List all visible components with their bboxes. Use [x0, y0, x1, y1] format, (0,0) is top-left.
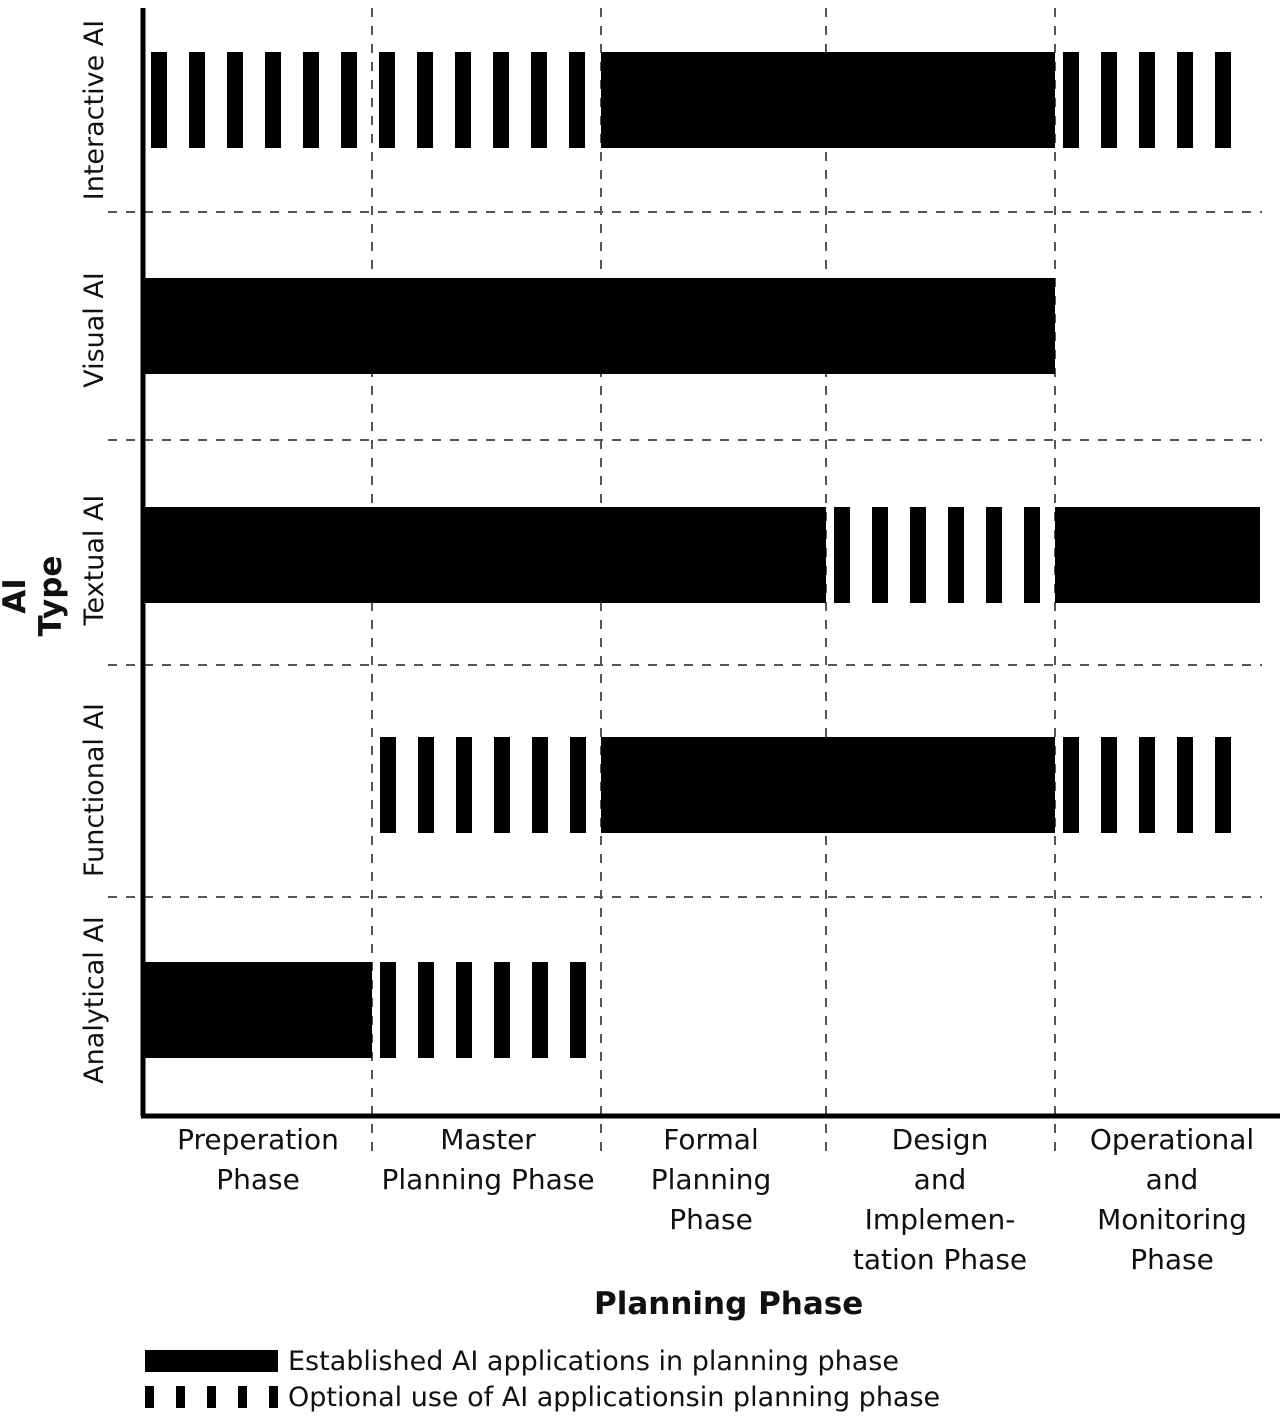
bar-optional-stripe-4-1-1	[418, 962, 434, 1058]
bar-optional-stripe-2-3-0	[834, 507, 850, 603]
bar-optional-stripe-2-3-1	[872, 507, 888, 603]
bar-established-3-2	[601, 737, 1055, 833]
legend-label-optional: Optional use of AI applicationsin planni…	[288, 1381, 941, 1413]
bar-optional-stripe-3-4-1	[1101, 737, 1117, 833]
bar-optional-stripe-0-4-2	[1139, 52, 1155, 148]
bar-optional-stripe-2-3-5	[1024, 507, 1040, 603]
row-label-4: Analytical AI	[79, 916, 110, 1084]
bar-optional-stripe-3-4-3	[1177, 737, 1193, 833]
bar-optional-stripe-0-0-8	[455, 52, 471, 148]
bar-optional-stripe-3-1-3	[494, 737, 510, 833]
bar-optional-stripe-2-3-2	[910, 507, 926, 603]
bar-established-2-4	[1055, 507, 1260, 603]
bar-optional-stripe-4-1-3	[494, 962, 510, 1058]
axes	[140, 8, 1280, 1119]
bar-optional-stripe-0-0-2	[227, 52, 243, 148]
bar-optional-stripe-0-0-4	[303, 52, 319, 148]
phase-label-0: Preperation Phase	[177, 1123, 339, 1196]
row-label-3: Functional AI	[79, 703, 110, 877]
bar-optional-stripe-4-1-5	[570, 962, 586, 1058]
bar-optional-stripe-0-0-10	[531, 52, 547, 148]
bar-optional-stripe-0-4-0	[1063, 52, 1079, 148]
legend-swatch-established	[145, 1350, 278, 1372]
bar-established-0-2	[601, 52, 1055, 148]
bar-established-2-0	[143, 507, 826, 603]
bar-optional-stripe-0-0-11	[569, 52, 585, 148]
bar-optional-stripe-3-1-5	[570, 737, 586, 833]
bar-optional-stripe-3-1-2	[456, 737, 472, 833]
legend-established: Established AI applications in planning …	[145, 1344, 899, 1378]
phase-label-1: Master Planning Phase	[381, 1123, 595, 1196]
bar-optional-stripe-3-4-0	[1063, 737, 1079, 833]
bars	[143, 52, 1260, 1058]
bar-optional-stripe-4-1-0	[380, 962, 396, 1058]
bar-optional-stripe-3-1-4	[532, 737, 548, 833]
bar-optional-stripe-0-4-1	[1101, 52, 1117, 148]
bar-optional-stripe-0-4-4	[1215, 52, 1231, 148]
bar-optional-stripe-0-0-5	[341, 52, 357, 148]
bar-optional-stripe-0-0-0	[151, 52, 167, 148]
bar-optional-stripe-4-1-2	[456, 962, 472, 1058]
bar-optional-stripe-0-0-6	[379, 52, 395, 148]
bar-optional-stripe-4-1-4	[532, 962, 548, 1058]
phase-label-4: Operational and Monitoring Phase	[1089, 1123, 1255, 1276]
row-label-2: Textual AI	[79, 494, 110, 626]
phase-label-2: Formal Planning Phase	[650, 1123, 772, 1236]
bar-optional-stripe-2-3-3	[948, 507, 964, 603]
bar-optional-stripe-0-0-3	[265, 52, 281, 148]
bar-optional-stripe-0-0-7	[417, 52, 433, 148]
legend-label-established: Established AI applications in planning …	[288, 1345, 899, 1377]
bar-optional-stripe-3-4-4	[1215, 737, 1231, 833]
bar-optional-stripe-3-1-0	[380, 737, 396, 833]
phase-label-3: Design and Implemen- tation Phase	[852, 1123, 1028, 1276]
bar-established-4-0	[143, 962, 372, 1058]
bar-optional-stripe-3-4-2	[1139, 737, 1155, 833]
bar-optional-stripe-2-3-4	[986, 507, 1002, 603]
y-axis-title: AI Type	[0, 555, 69, 637]
legend-swatch-optional	[145, 1386, 278, 1408]
bar-optional-stripe-0-0-9	[493, 52, 509, 148]
bar-optional-stripe-0-4-3	[1177, 52, 1193, 148]
row-label-1: Visual AI	[79, 272, 110, 388]
bar-optional-stripe-3-1-1	[418, 737, 434, 833]
bar-established-1-0	[143, 278, 1055, 374]
row-label-0: Interactive AI	[79, 19, 110, 201]
bar-optional-stripe-0-0-1	[189, 52, 205, 148]
x-axis-title: Planning Phase	[594, 1286, 864, 1322]
legend-optional: Optional use of AI applicationsin planni…	[145, 1380, 940, 1414]
